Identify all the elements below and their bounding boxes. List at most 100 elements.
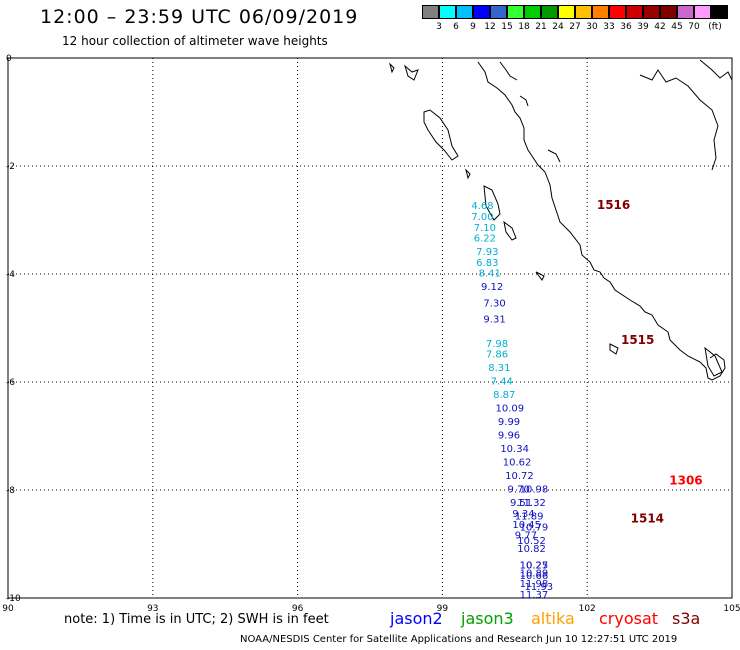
color-scale-label: 70 (688, 22, 700, 32)
swh-value: 9.51 (510, 498, 532, 509)
page-title: 12:00 – 23:59 UTC 06/09/2019 (40, 6, 359, 28)
y-tick-label: 0 (6, 54, 12, 64)
swh-value: 10.66 (520, 571, 549, 582)
color-scale-swatch (558, 5, 575, 19)
color-scale-label: 12 (484, 22, 496, 32)
color-scale-label: 45 (671, 22, 683, 32)
swh-value: 11.89 (515, 512, 544, 523)
swh-value: 7.93 (476, 247, 498, 258)
swh-value: 6.22 (474, 234, 496, 245)
y-tick-label: -2 (6, 162, 15, 172)
x-tick-label: 99 (437, 604, 449, 614)
color-scale-label: 18 (518, 22, 530, 32)
color-scale-swatch (456, 5, 473, 19)
swh-value: 11.98 (520, 579, 549, 590)
color-scale-swatch (490, 5, 507, 19)
mentawai-island (503, 220, 517, 241)
page-subtitle: 12 hour collection of altimeter wave hei… (62, 34, 328, 48)
swh-value: 9.77 (515, 531, 537, 542)
swh-value: 10.09 (495, 404, 524, 415)
island-outline (465, 168, 471, 180)
simeulue-island (423, 109, 459, 161)
color-scale-swatch (643, 5, 660, 19)
swh-value: 7.98 (486, 339, 508, 350)
enggano-island (609, 343, 619, 355)
swh-value: 10.89 (520, 568, 549, 579)
color-scale-label: 9 (470, 22, 476, 32)
swh-value: 9.31 (483, 315, 505, 326)
swh-value: 10.52 (517, 536, 546, 547)
color-scale-swatch (711, 5, 728, 19)
color-scale-swatch (609, 5, 626, 19)
color-scale-label: 15 (501, 22, 513, 32)
pass-number-label: 1516 (597, 198, 630, 212)
x-tick-label: 102 (579, 604, 596, 614)
color-scale-swatch (626, 5, 643, 19)
legend-altika: altika (531, 609, 575, 628)
x-tick-label: 90 (2, 604, 14, 614)
coastline-fragment (519, 95, 529, 107)
color-scale-label: 21 (535, 22, 547, 32)
note-text: note: 1) Time is in UTC; 2) SWH is in fe… (64, 612, 329, 627)
legend-s3a: s3a (672, 609, 701, 628)
sumatra-coastline (477, 61, 726, 381)
color-scale-label: 42 (654, 22, 666, 32)
swh-value: 11.32 (517, 498, 546, 509)
x-tick-label: 105 (723, 604, 740, 614)
color-scale-swatch (439, 5, 456, 19)
island-outline (535, 271, 545, 281)
swh-value: 10.82 (517, 544, 546, 555)
color-scale-swatch (575, 5, 592, 19)
swh-value: 10.27 (520, 560, 549, 571)
color-scale-label: 27 (569, 22, 581, 32)
y-tick-label: -4 (6, 270, 15, 280)
swh-value: 10.25 (520, 560, 549, 571)
color-scale-swatch (507, 5, 524, 19)
color-scale-swatch (524, 5, 541, 19)
swh-value: 7.44 (491, 377, 513, 388)
swh-value: 10.98 (520, 485, 549, 496)
color-scale-swatch (541, 5, 558, 19)
swh-value: 10.45 (512, 520, 541, 531)
swh-value: 8.41 (479, 269, 501, 280)
coastline-fragment (499, 61, 518, 81)
coastline-fragment (547, 149, 561, 163)
x-tick-label: 96 (292, 604, 304, 614)
color-scale-swatch (660, 5, 677, 19)
coastline-fragment (699, 59, 733, 81)
y-tick-label: -8 (6, 486, 15, 496)
y-tick-label: -6 (6, 378, 15, 388)
color-scale-label: (ft) (708, 22, 722, 32)
swh-value: 6.83 (476, 258, 498, 269)
swh-value: 10.72 (505, 471, 534, 482)
swh-value: 7.00 (471, 212, 493, 223)
color-scale-swatch (677, 5, 694, 19)
swh-value: 10.79 (520, 523, 549, 534)
island-outline (389, 62, 395, 74)
legend-jason3: jason3 (461, 609, 514, 628)
color-scale-label: 24 (552, 22, 564, 32)
y-tick-label: -10 (6, 594, 21, 604)
color-scale-bar (422, 5, 728, 19)
legend-cryosat: cryosat (599, 609, 659, 628)
footer-credit: NOAA/NESDIS Center for Satellite Applica… (240, 634, 678, 645)
swh-value: 9.96 (498, 431, 520, 442)
coastline-fragment (639, 69, 719, 171)
pass-number-label: 1515 (621, 333, 654, 347)
swh-value: 9.12 (481, 282, 503, 293)
island-outline (704, 346, 723, 377)
swh-value: 8.31 (488, 363, 510, 374)
swh-value: 9.34 (512, 509, 534, 520)
legend-jason2: jason2 (390, 609, 443, 628)
pass-number-label: 1514 (631, 511, 664, 525)
swh-value: 9.70 (508, 485, 530, 496)
color-scale-label: 3 (436, 22, 442, 32)
x-tick-label: 93 (147, 604, 158, 614)
pass-number-label: 1306 (669, 474, 702, 488)
swh-value: 11.93 (524, 582, 553, 593)
color-scale-label: 6 (453, 22, 459, 32)
color-scale-swatch (422, 5, 439, 19)
nias-island (483, 185, 501, 221)
color-scale-swatch (592, 5, 609, 19)
